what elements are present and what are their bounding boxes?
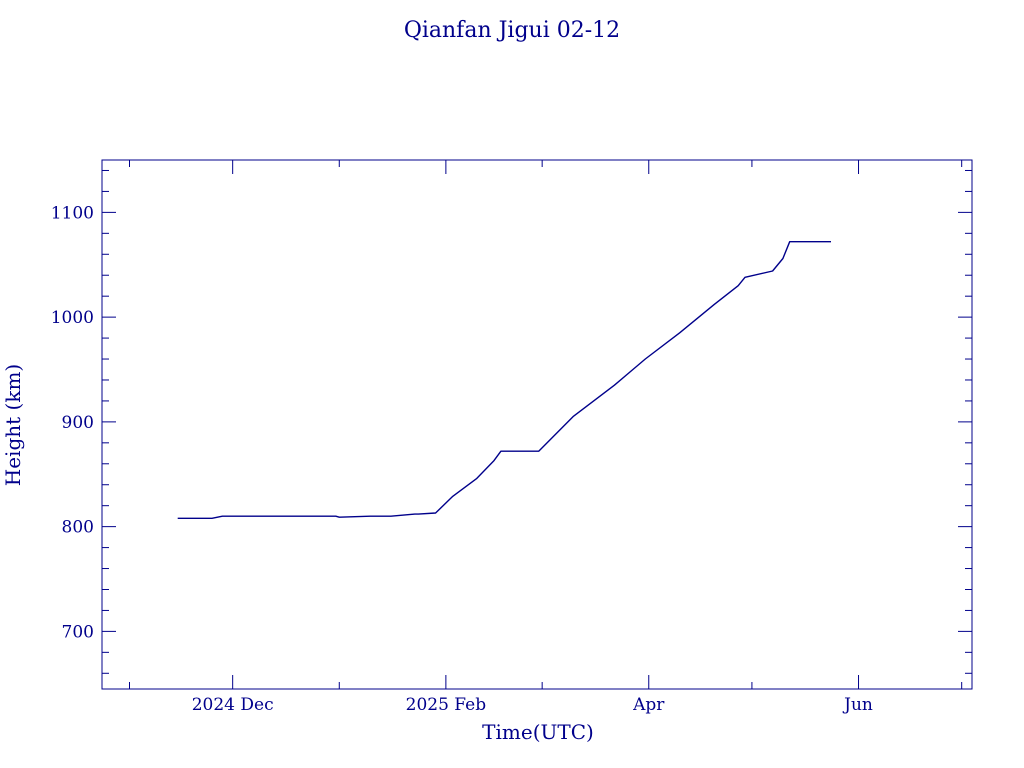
chart-title: Qianfan Jigui 02-12 (404, 18, 620, 43)
y-axis-label: Height (km) (1, 364, 25, 486)
y-tick-label: 700 (62, 622, 94, 642)
plot-frame (101, 159, 973, 690)
x-tick-label: Apr (632, 695, 665, 715)
y-tick-label: 1000 (51, 308, 94, 328)
x-tick-label: 2024 Dec (192, 695, 274, 715)
y-tick-label: 900 (62, 413, 94, 433)
series-line-height (177, 240, 831, 519)
x-axis: 2024 Dec 2025 Feb Apr Jun (129, 160, 963, 715)
y-axis: 700 800 900 1000 1100 (51, 169, 972, 674)
y-tick-label: 800 (62, 518, 94, 538)
x-axis-label: Time(UTC) (482, 720, 594, 744)
x-tick-label: 2025 Feb (406, 695, 487, 715)
y-tick-label: 1100 (51, 203, 94, 223)
x-tick-label: Jun (842, 695, 873, 715)
